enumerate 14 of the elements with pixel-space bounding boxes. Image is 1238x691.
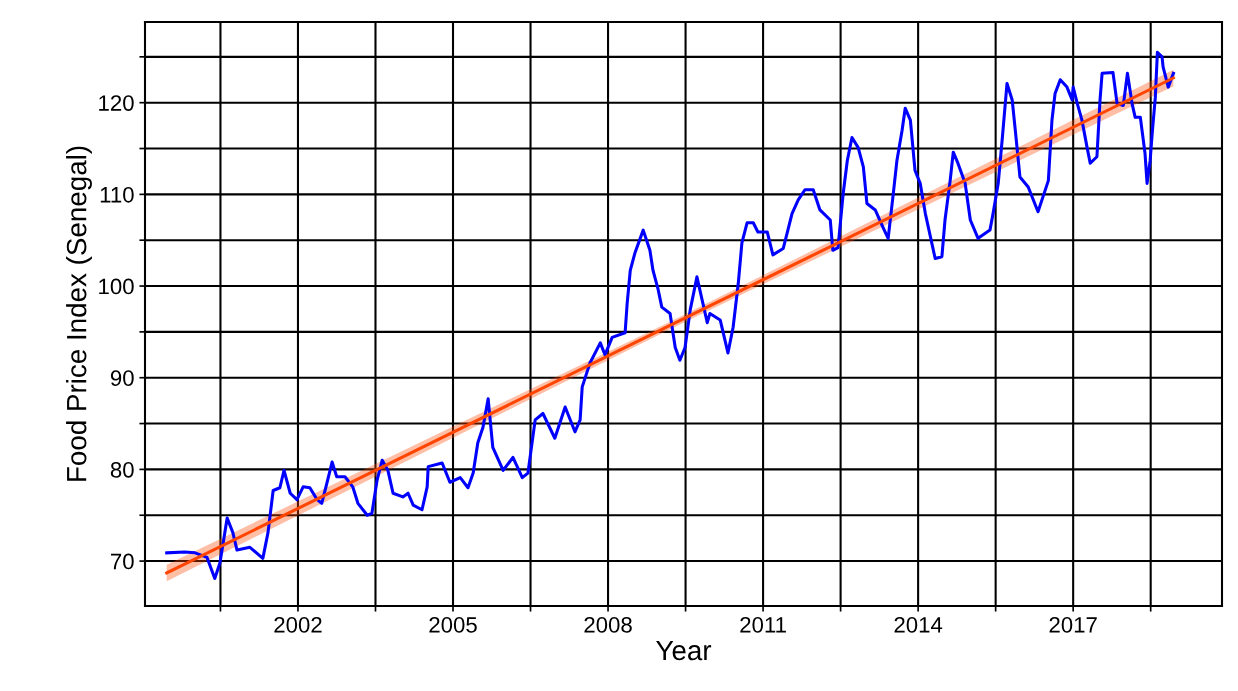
y-tick-label: 120	[99, 95, 134, 111]
x-tick-label: 2014	[894, 617, 943, 633]
x-axis-title: Year	[656, 640, 712, 661]
y-axis-title: Food Price Index (Senegal)	[66, 146, 92, 481]
y-tick-label: 100	[99, 278, 134, 295]
y-tick-label: 80	[110, 461, 134, 478]
x-tick-label: 2017	[1049, 617, 1097, 633]
y-tick-label: 70	[111, 553, 134, 570]
x-tick-label: 2008	[584, 617, 632, 633]
x-tick-label: 2005	[429, 617, 477, 633]
x-tick-label: 2011	[740, 617, 786, 633]
y-tick-label: 90	[110, 370, 134, 386]
y-tick-label: 110	[100, 186, 134, 203]
x-tick-label: 2002	[274, 617, 322, 633]
